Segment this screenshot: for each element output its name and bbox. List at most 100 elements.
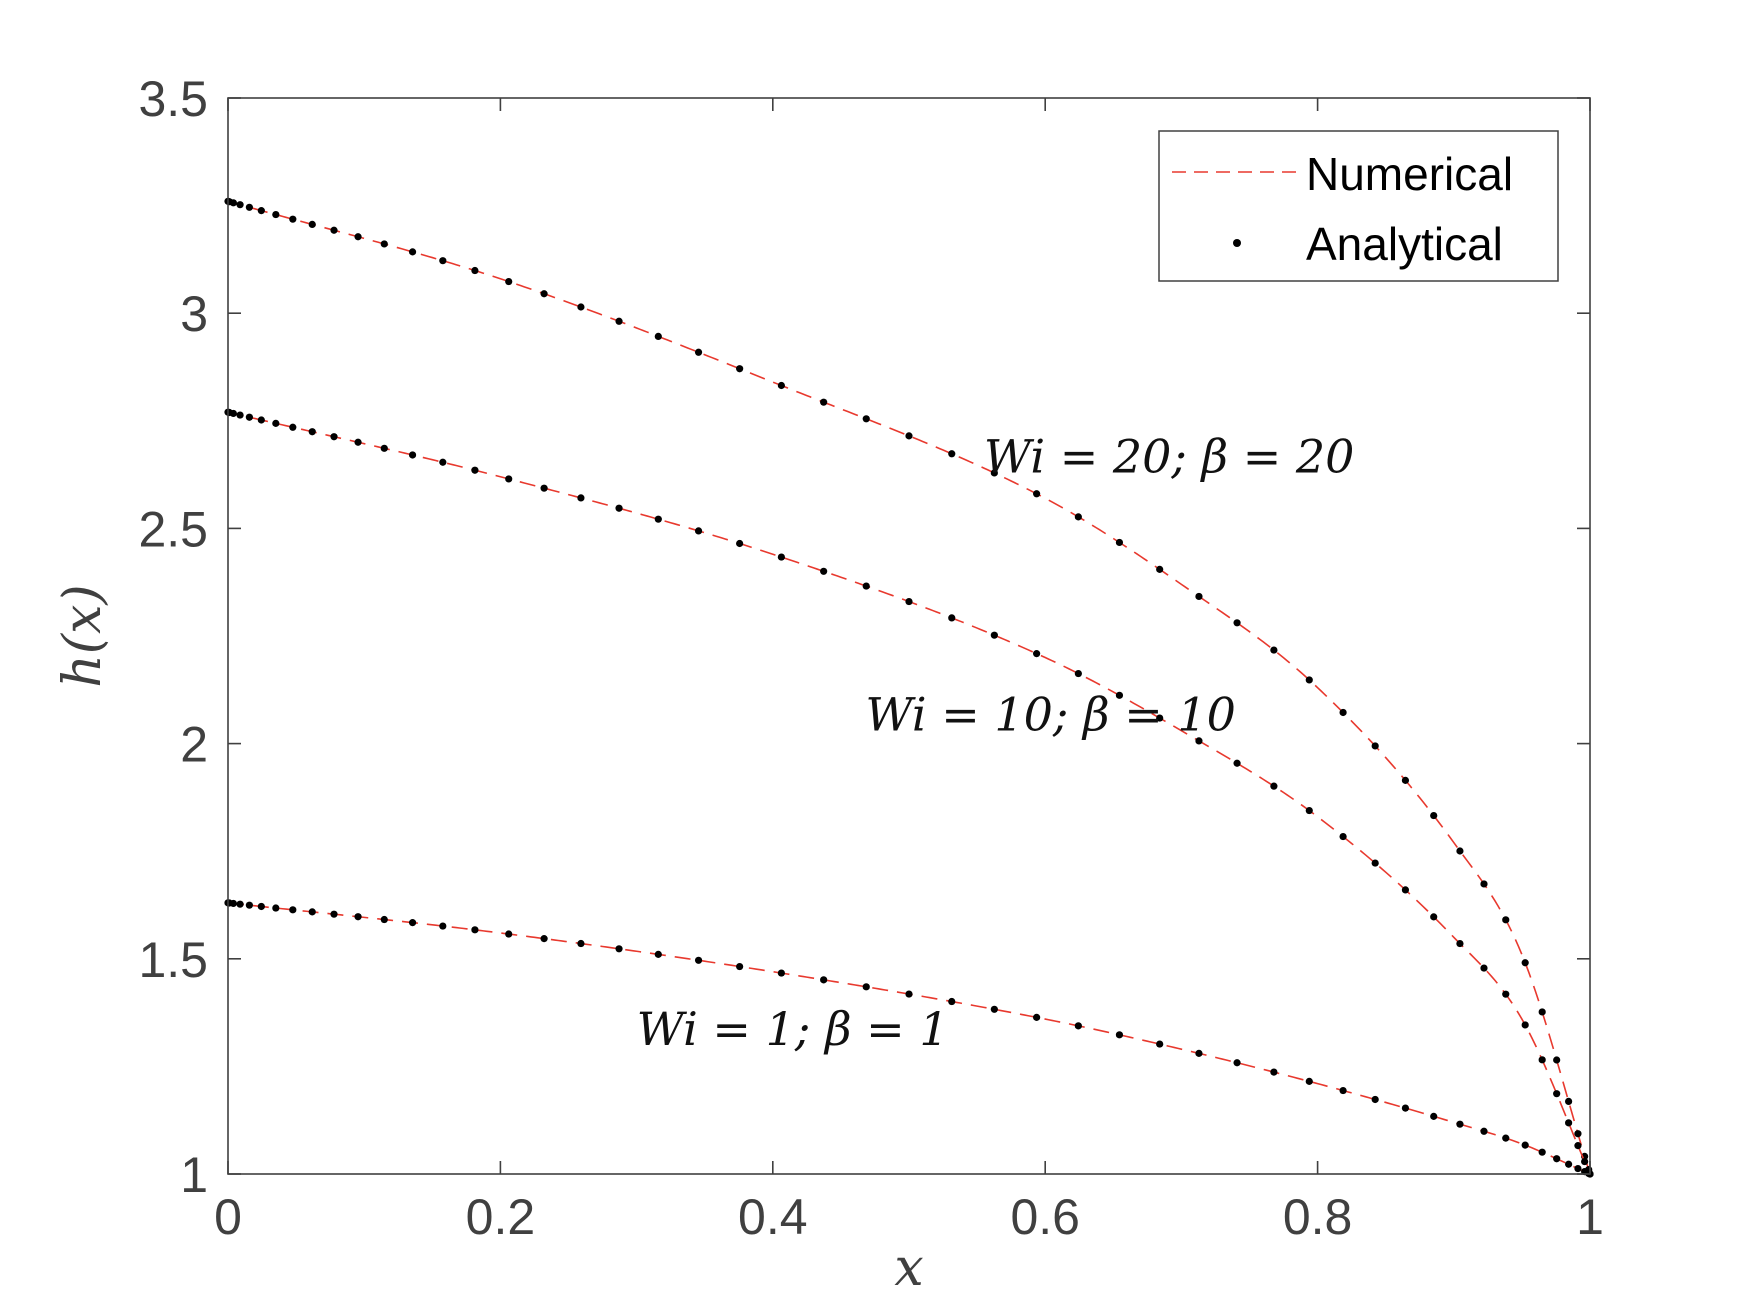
analytical-point <box>408 451 417 459</box>
y-axis-label: h(x) <box>53 584 113 687</box>
analytical-point <box>694 348 703 356</box>
analytical-point <box>229 199 237 207</box>
analytical-point <box>1521 1021 1529 1029</box>
series-annotation-1: Wi = 20; β = 20 <box>984 429 1355 483</box>
series-2 <box>224 408 1594 1178</box>
analytical-point <box>380 444 388 452</box>
analytical-point <box>236 411 244 419</box>
analytical-point <box>1033 1013 1041 1021</box>
legend: Numerical Analytical <box>1158 130 1559 282</box>
analytical-point <box>615 504 623 512</box>
analytical-point <box>1233 619 1241 627</box>
analytical-point <box>505 277 513 286</box>
analytical-point <box>245 901 253 909</box>
analytical-point <box>1401 1104 1410 1112</box>
analytical-point <box>289 423 297 431</box>
analytical-point <box>272 210 280 219</box>
analytical-point <box>990 631 998 639</box>
analytical-point <box>245 203 253 211</box>
analytical-point <box>1233 759 1241 767</box>
analytical-point <box>245 413 253 421</box>
analytical-point <box>1074 1022 1082 1030</box>
analytical-point <box>990 469 998 477</box>
y-tick-label: 3 <box>180 286 208 342</box>
analytical-point <box>777 381 785 390</box>
analytical-point <box>1502 916 1510 924</box>
analytical-point <box>1581 1157 1589 1166</box>
analytical-point <box>354 913 362 921</box>
analytical-point <box>380 240 388 248</box>
analytical-point <box>820 976 828 984</box>
analytical-point <box>308 428 316 436</box>
analytical-point <box>308 908 316 916</box>
analytical-point <box>1521 1141 1529 1149</box>
analytical-point <box>905 432 913 440</box>
series-1 <box>224 197 1594 1178</box>
analytical-point <box>1305 676 1313 684</box>
analytical-point <box>1521 959 1529 967</box>
analytical-point <box>1339 832 1347 841</box>
analytical-point <box>330 433 338 441</box>
analytical-point <box>1565 1097 1573 1105</box>
analytical-point <box>577 939 585 948</box>
analytical-point <box>505 930 513 938</box>
analytical-point <box>354 438 362 446</box>
analytical-point <box>505 475 513 483</box>
analytical-point <box>1480 1127 1488 1135</box>
y-tick-label: 2 <box>180 717 208 773</box>
analytical-point <box>1115 1031 1124 1039</box>
x-tick-label: 0.2 <box>466 1189 536 1245</box>
x-axis-label: x <box>894 1238 923 1298</box>
analytical-point <box>1195 592 1203 601</box>
analytical-point <box>1553 1155 1561 1163</box>
analytical-point <box>1371 1095 1379 1104</box>
analytical-point <box>1538 1148 1546 1156</box>
analytical-point <box>257 416 265 424</box>
y-tick-label: 1.5 <box>138 932 208 988</box>
analytical-point <box>1430 811 1438 820</box>
x-tick-label: 1 <box>1576 1189 1604 1245</box>
analytical-point <box>654 332 662 341</box>
analytical-point <box>229 409 237 418</box>
y-tick-label: 1 <box>180 1147 208 1203</box>
analytical-point <box>654 950 662 958</box>
analytical-point <box>1565 1160 1573 1168</box>
analytical-point <box>1574 1130 1582 1138</box>
analytical-point <box>1115 538 1124 547</box>
analytical-point <box>654 515 662 523</box>
analytical-point <box>1430 913 1438 921</box>
legend-numerical-label: Numerical <box>1306 148 1513 200</box>
analytical-point <box>862 582 870 590</box>
analytical-point <box>330 226 338 234</box>
analytical-point <box>1339 1086 1347 1095</box>
numerical-line-1 <box>227 200 1591 1175</box>
analytical-point <box>1502 990 1510 998</box>
x-tick-label: 0.4 <box>738 1189 808 1245</box>
analytical-point <box>736 962 744 971</box>
analytical-point <box>1033 490 1041 498</box>
series-3 <box>224 899 1594 1178</box>
analytical-point <box>236 201 244 209</box>
analytical-point <box>289 906 297 914</box>
analytical-point <box>1538 1056 1546 1064</box>
analytical-point <box>777 969 785 977</box>
analytical-point <box>1502 1134 1510 1142</box>
legend-analytical-label: Analytical <box>1306 218 1503 270</box>
analytical-point <box>540 290 548 298</box>
analytical-point <box>1270 646 1278 654</box>
analytical-point <box>1574 1164 1582 1173</box>
analytical-point <box>408 919 417 927</box>
analytical-point <box>948 997 956 1006</box>
analytical-point <box>862 983 870 991</box>
analytical-point <box>1480 880 1488 888</box>
annotation-layer: Wi = 20; β = 20 Wi = 10; β = 10 Wi = 1; β … <box>637 429 1355 1055</box>
analytical-point <box>1553 1056 1561 1064</box>
analytical-point <box>905 597 913 606</box>
analytical-point <box>1233 1059 1241 1067</box>
analytical-point <box>540 935 548 943</box>
analytical-point <box>1156 1040 1164 1048</box>
analytical-point <box>1456 1120 1464 1128</box>
analytical-point <box>1156 714 1164 722</box>
analytical-point <box>229 899 237 908</box>
analytical-point <box>1270 782 1278 790</box>
